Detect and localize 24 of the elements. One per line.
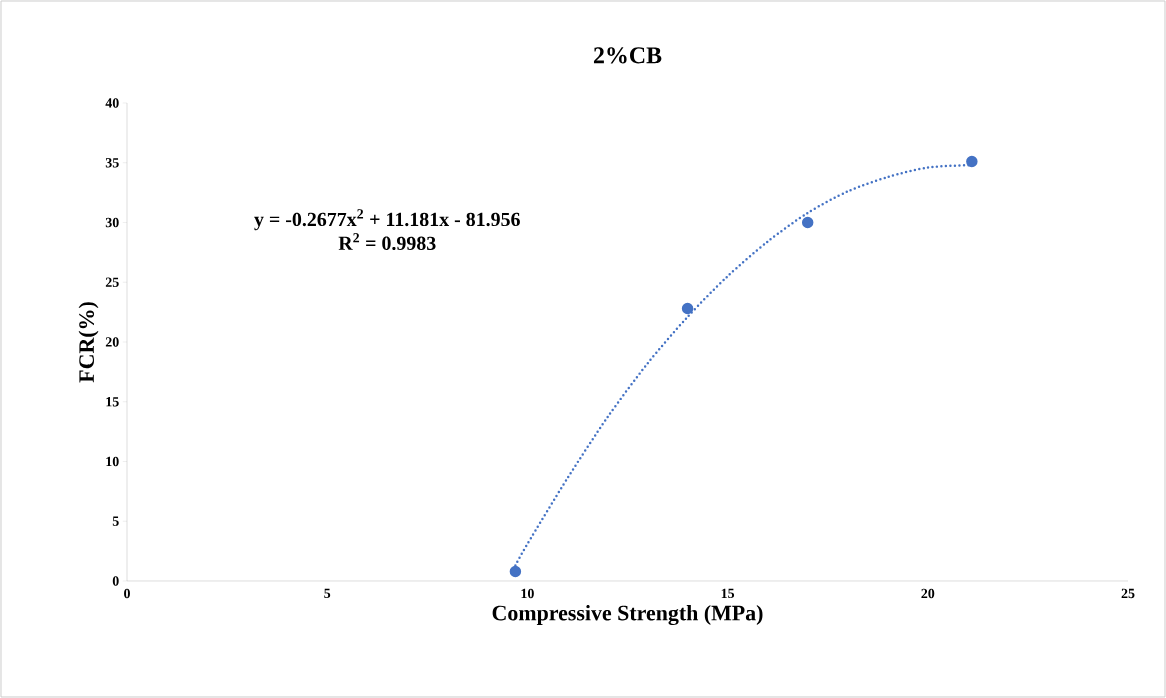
y-tick-label: 25 <box>105 277 119 287</box>
y-tick-label: 40 <box>105 98 119 108</box>
annotation: y = -0.2677x$^{2}$ + 11.181x - 81.956 <box>254 209 520 231</box>
y-tick-label: 35 <box>105 158 119 168</box>
point <box>509 565 522 578</box>
y-tick-label: 15 <box>106 397 119 407</box>
x-tick-label: 25 <box>1121 588 1135 599</box>
x-tick-label: 20 <box>921 588 935 599</box>
y-tick-label: 20 <box>105 337 119 347</box>
y-axis-title: FCR(%) <box>78 302 99 383</box>
annotation: R$^{2}$ = 0.9983 <box>338 233 436 251</box>
y-tick-label: 10 <box>106 456 119 467</box>
x-tick-label: 15 <box>721 588 735 599</box>
point <box>966 155 978 168</box>
point <box>681 302 694 315</box>
chart-title: 2%CB <box>593 47 662 64</box>
x-tick-label: 0 <box>124 588 130 599</box>
x-tick-label: 10 <box>521 588 534 599</box>
y-tick-label: 0 <box>112 576 119 586</box>
x-tick-label: 5 <box>324 588 331 599</box>
y-tick-label: 5 <box>112 516 119 526</box>
y-tick-label: 30 <box>105 217 119 228</box>
point <box>801 216 814 229</box>
x-axis-title: Compressive Strength (MPa) <box>492 605 763 626</box>
